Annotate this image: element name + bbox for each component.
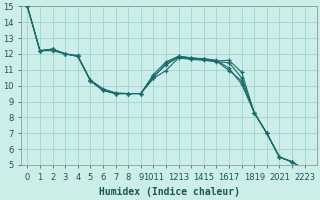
X-axis label: Humidex (Indice chaleur): Humidex (Indice chaleur) xyxy=(99,187,240,197)
